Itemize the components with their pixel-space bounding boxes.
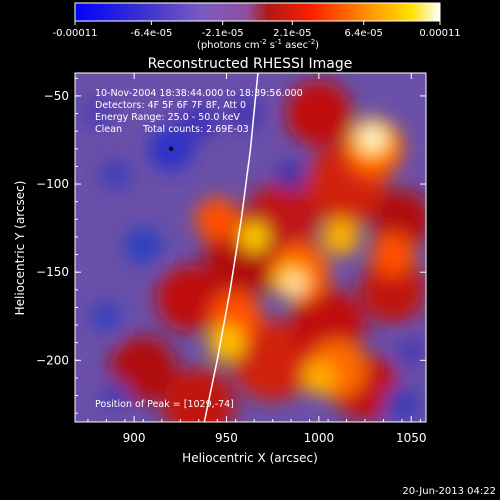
colorbar-tick-label: 0.00011 [419,28,460,39]
y-tick-label: −200 [36,353,69,367]
colorbar-tick-label: -0.00011 [53,28,98,39]
heatmap-blob [80,96,114,131]
footer-date: 20-Jun-2013 04:22 [402,486,496,497]
colorbar-units: (photons cm-2 s-1 asec-2) [197,38,319,51]
heatmap-blob [302,361,336,395]
y-tick-label: −100 [36,177,69,191]
colorbar [74,2,441,22]
limb-curve [203,73,259,422]
colorbar-tick-label: 2.1e-05 [273,28,311,39]
heatmap-blob [156,265,223,332]
chart-title: Reconstructed RHESSI Image [148,56,353,72]
axis-ticks: 900 950 1000 1050 −200 −150 −100 −50 [36,73,426,445]
heatmap-blob [383,385,421,422]
heatmap-blob [100,160,131,191]
colorbar-tick-label: 6.4e-05 [344,28,382,39]
heatmap-blob [396,336,426,367]
x-tick-label: 900 [123,431,146,445]
heatmap-blob [91,301,122,332]
heatmap-blob [359,256,426,324]
heatmap-blob [124,227,162,265]
y-axis-label: Heliocentric Y (arcsec) [13,181,27,316]
colorbar-tick-label: -2.1e-05 [202,28,244,39]
peak-marker [169,146,174,151]
heatmap-blob [285,80,353,147]
heatmap-blob [370,232,415,277]
heatmap-blob [208,324,245,362]
y-tick-label: −150 [36,265,69,279]
heatmap-blob [110,335,177,403]
annotation-counts: Total counts: 2.69E-03 [142,124,249,135]
heatmap-blob [100,380,131,411]
y-tick-label: −50 [44,89,69,103]
heatmap-blob [232,319,314,401]
heatmap-blob [180,103,218,141]
heatmap-blob [239,222,269,252]
annotation-detectors: Detectors: 4F 5F 6F 7F 8F, Att 0 [95,100,246,111]
heatmap-blob [195,197,240,242]
x-axis-label: Heliocentric X (arcsec) [182,451,318,465]
annotation-energy: Energy Range: 25.0 - 50.0 keV [95,112,240,123]
colorbar-ticks: -0.00011 -6.4e-05 -2.1e-05 2.1e-05 6.4e-05 0.… [53,21,461,39]
x-tick-label: 950 [215,431,238,445]
x-tick-label: 1000 [304,431,335,445]
heatmap-blob [363,128,382,148]
annotation-time: 10-Nov-2004 18:38:44.000 to 18:39:56.000 [95,88,303,99]
x-tick-label: 1050 [396,431,427,445]
heatmap-image [80,80,426,422]
heatmap-blob [287,277,303,292]
colorbar-tick-label: -6.4e-05 [130,28,172,39]
heatmap-blob [276,160,306,191]
annotation-peak: Position of Peak = [1029,-74] [95,399,234,410]
plot-frame [74,72,427,423]
heatmap-blob [161,367,236,422]
annotation-clean: Clean [95,124,122,135]
heatmap-blob [322,218,360,256]
